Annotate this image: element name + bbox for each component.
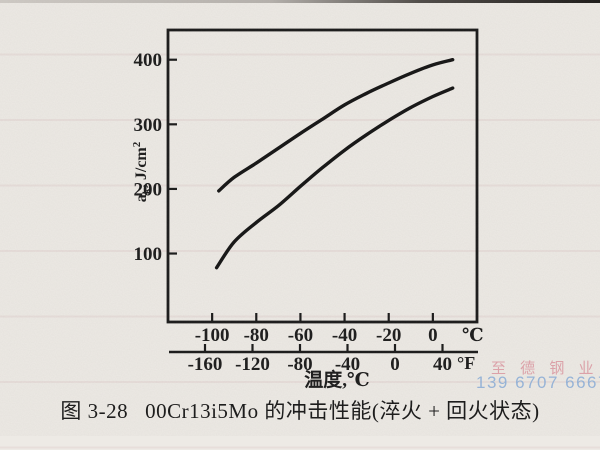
impact-curve-upper bbox=[217, 58, 455, 193]
figure-number: 图 3-28 bbox=[60, 399, 129, 423]
fahrenheit-axis-tick-label: 0 bbox=[390, 354, 400, 375]
y-axis-tick-label: 300 bbox=[134, 115, 163, 136]
celsius-axis-tick-label: 0 bbox=[428, 325, 438, 346]
impact-curve-lower bbox=[214, 86, 455, 270]
fahrenheit-unit-label: °F bbox=[457, 353, 475, 373]
fahrenheit-axis-tick-label: 40 bbox=[433, 354, 452, 375]
fahrenheit-axis-tick-label: -120 bbox=[235, 354, 270, 375]
y-axis-tick-label: 400 bbox=[134, 50, 163, 71]
fahrenheit-axis-tick-label: -160 bbox=[188, 354, 223, 375]
fahrenheit-axis-tick-label: -40 bbox=[335, 354, 360, 375]
celsius-axis-tick-label: -80 bbox=[244, 325, 269, 346]
celsius-unit-label: ℃ bbox=[462, 325, 484, 345]
celsius-axis-tick-label: -100 bbox=[195, 325, 230, 346]
celsius-axis-tick-label: -40 bbox=[332, 325, 357, 346]
fahrenheit-axis-tick-label: -80 bbox=[287, 354, 312, 375]
celsius-axis-tick-label: -60 bbox=[288, 325, 313, 346]
y-axis-tick-label: 100 bbox=[134, 244, 163, 265]
figure-caption: 图 3-28 00Cr13i5Mo 的冲击性能(淬火 + 回火状态) bbox=[0, 395, 600, 425]
celsius-axis-tick-label: -20 bbox=[376, 325, 401, 346]
plot-border bbox=[166, 28, 479, 324]
figure-title: 00Cr13i5Mo 的冲击性能(淬火 + 回火状态) bbox=[145, 399, 540, 423]
